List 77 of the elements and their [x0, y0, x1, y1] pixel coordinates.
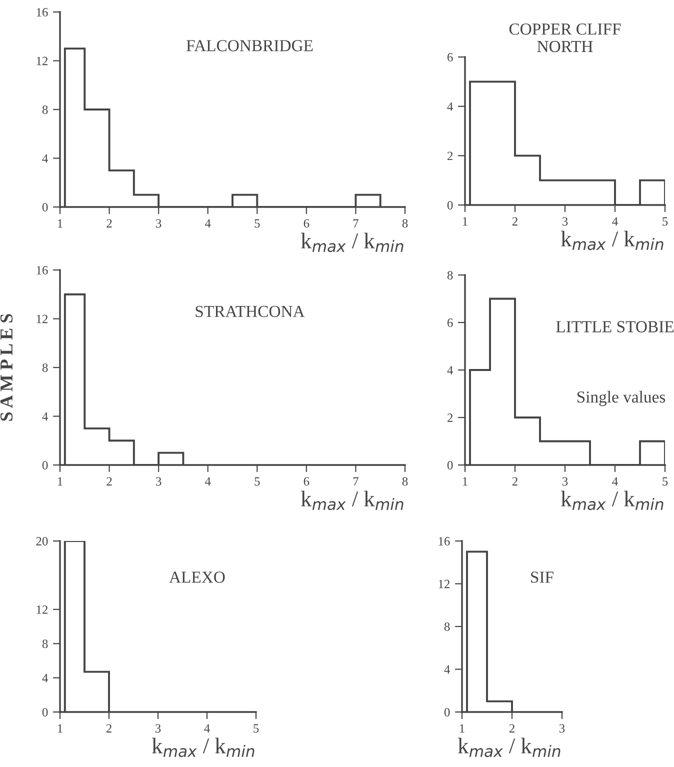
y-tick-label: 12 [36, 314, 48, 324]
x-tick-label: 5 [254, 477, 260, 486]
x-tick-label: 3 [155, 724, 161, 733]
x-tick-label: 4 [204, 219, 211, 228]
x-tick-label: 5 [254, 219, 260, 228]
x-tick-label: 7 [353, 477, 358, 486]
y-axis-title: S A M P L E S [0, 314, 13, 421]
x-tick-label: 5 [662, 477, 668, 486]
x-axis-title: k$_{max}$ / k$_{min}$ [152, 738, 254, 758]
y-tick-label: 0 [447, 461, 453, 470]
x-tick-label: 1 [58, 724, 62, 732]
y-tick-label: 0 [447, 201, 453, 210]
y-tick-label: 8 [447, 271, 453, 280]
y-tick-label: 16 [438, 537, 450, 546]
x-tick-label: 3 [562, 217, 568, 226]
y-tick-label: 4 [42, 412, 48, 421]
y-tick-label: 12 [438, 580, 450, 588]
y-tick-label: 0 [42, 708, 48, 716]
x-tick-label: 1 [462, 217, 468, 226]
x-tick-label: 3 [156, 219, 162, 228]
text: FALCONBRIDGE [186, 40, 313, 52]
y-tick-label: 0 [42, 461, 48, 470]
y-tick-label: 6 [447, 53, 453, 62]
y-tick-label: 4 [447, 102, 453, 111]
x-axis-title: k$_{max}$ / k$_{min}$ [300, 232, 404, 252]
x-axis-title: k$_{max}$ / k$_{min}$ [300, 490, 404, 510]
y-tick-label: 0 [444, 708, 450, 716]
x-axis-title: k$_{max}$ / k$_{min}$ [560, 490, 664, 510]
y-tick-label: 4 [42, 154, 48, 163]
x-tick-label: 6 [304, 477, 310, 486]
annotation: Single values [577, 390, 666, 406]
y-tick-label: 16 [36, 8, 48, 16]
x-tick-label: 5 [662, 217, 668, 226]
x-tick-label: 3 [156, 477, 162, 486]
x-axis-title: k$_{max}$ / k$_{min}$ [458, 738, 560, 758]
x-tick-label: 2 [106, 477, 112, 486]
x-tick-label: 5 [254, 724, 259, 733]
x-tick-label: 1 [58, 477, 62, 486]
y-tick-label: 16 [36, 266, 48, 274]
x-tick-label: 2 [512, 477, 518, 486]
x-tick-label: 4 [612, 217, 618, 226]
x-tick-label: 8 [402, 477, 408, 486]
x-tick-label: 2 [512, 217, 518, 226]
y-tick-label: 4 [444, 665, 450, 674]
x-axis-title: k$_{max}$ / k$_{min}$ [560, 230, 664, 250]
y-tick-label: 2 [447, 414, 453, 422]
y-tick-label: 12 [36, 605, 48, 614]
y-tick-label: 8 [42, 640, 48, 648]
x-tick-label: 4 [204, 477, 211, 486]
y-tick-label: 4 [42, 674, 48, 682]
y-tick-label: 8 [444, 622, 450, 631]
chart-title: COPPER CLIFF NORTH [509, 24, 621, 52]
x-tick-label: 8 [402, 219, 408, 228]
y-tick-label: 0 [42, 203, 48, 212]
x-tick-label: 2 [106, 219, 112, 228]
x-tick-label: 2 [106, 724, 112, 732]
y-tick-label: 20 [36, 537, 48, 546]
x-tick-label: 7 [353, 219, 358, 228]
y-tick-label: 4 [447, 366, 453, 374]
y-tick-label: 8 [42, 364, 48, 372]
y-tick-label: 6 [447, 318, 453, 327]
y-tick-label: 2 [447, 152, 453, 160]
y-tick-label: 8 [42, 106, 48, 114]
x-tick-label: 4 [204, 724, 210, 732]
x-tick-label: 4 [612, 477, 618, 486]
x-tick-label: 6 [304, 219, 310, 228]
x-tick-label: 2 [509, 724, 514, 732]
text: LITTLE STOBIE [556, 321, 674, 332]
text: SIF [531, 572, 554, 583]
x-tick-label: 3 [559, 724, 565, 733]
x-tick-label: 1 [460, 724, 464, 732]
text: ALEXO [169, 572, 225, 583]
x-tick-label: 3 [562, 477, 568, 486]
y-tick-label: 12 [36, 56, 48, 66]
x-tick-label: 1 [58, 219, 62, 228]
x-tick-label: 1 [462, 477, 468, 486]
text: STRATHCONA [196, 306, 305, 318]
